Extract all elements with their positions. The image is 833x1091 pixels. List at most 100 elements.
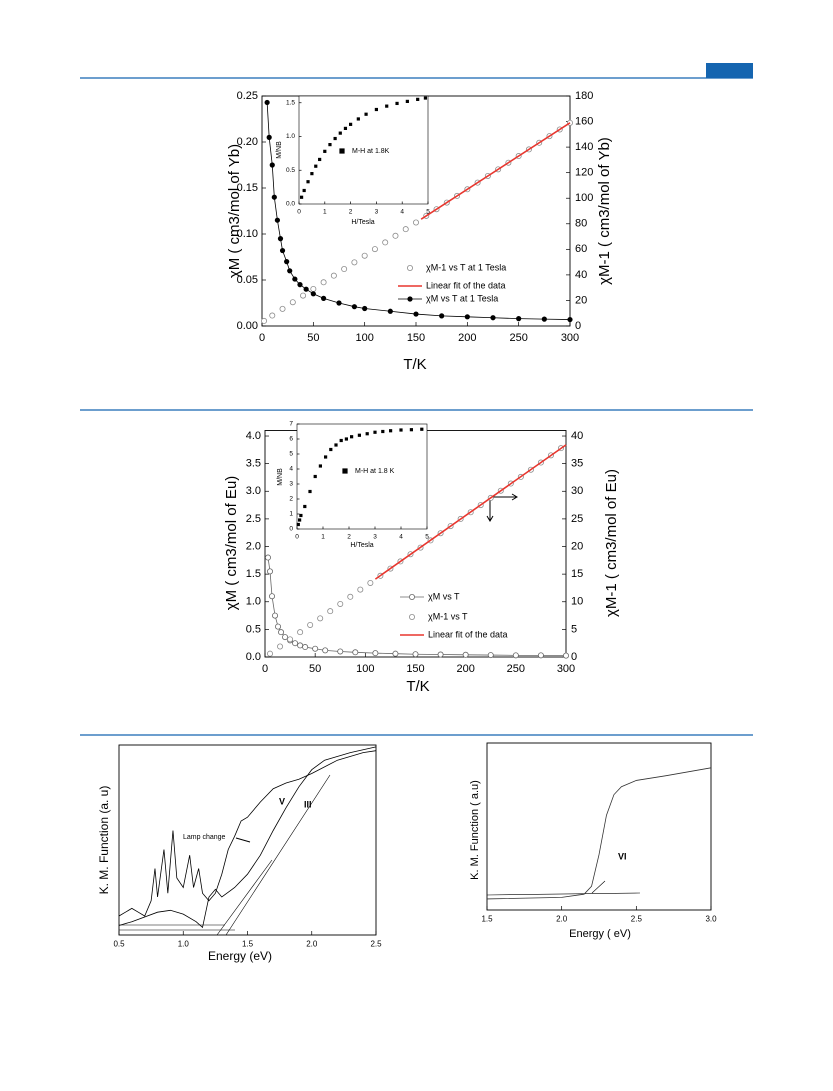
data-point (357, 433, 361, 437)
y2-tick-label: 5 (571, 623, 577, 635)
data-point (310, 172, 314, 176)
arrow (235, 837, 251, 843)
data-point (371, 246, 378, 253)
y2-tick-label: 100 (575, 192, 593, 204)
series-line (118, 746, 377, 929)
data-point (282, 634, 289, 641)
data-point (330, 272, 337, 279)
x-axis-label: T/K (403, 356, 426, 373)
y2-tick-label: 60 (575, 243, 587, 255)
data-point (300, 292, 307, 299)
plot-frame (486, 742, 712, 911)
y-tick-label: 1.5 (286, 99, 295, 106)
data-point (349, 122, 353, 126)
y-tick-label: 0.5 (286, 167, 295, 174)
x-tick-label: 3 (373, 534, 377, 541)
data-point (297, 642, 304, 649)
y-axis-label: χM ( cm3/mol of Yb) (226, 144, 243, 278)
x-tick-label: 1.0 (178, 939, 190, 948)
data-point (563, 652, 570, 659)
y-tick-label: 0.0 (246, 651, 261, 663)
legend-label: M-H at 1.8K (352, 148, 390, 155)
x-tick-label: 2.5 (370, 939, 382, 948)
data-point (314, 164, 318, 168)
data-point (303, 286, 309, 292)
data-point (312, 645, 319, 652)
data-point (279, 305, 286, 312)
data-point (462, 651, 469, 658)
y-axis-label: K. M. Function (a. u) (97, 786, 111, 895)
y-tick-label: 2.5 (246, 513, 261, 525)
x-tick-label: 2.0 (306, 939, 318, 948)
data-point (302, 188, 306, 193)
data-point (296, 522, 300, 527)
data-point (274, 217, 280, 223)
data-point (367, 579, 374, 586)
x-tick-label: 300 (557, 663, 575, 675)
x-tick-label: 0 (259, 332, 265, 344)
data-point (516, 316, 522, 322)
y-tick-label: 0.20 (237, 136, 258, 148)
data-point (266, 134, 272, 140)
data-point (310, 285, 317, 292)
y-tick-label: 5 (289, 451, 293, 458)
data-point (303, 504, 307, 509)
x-tick-label: 150 (406, 663, 424, 675)
x-tick-label: 100 (355, 332, 373, 344)
data-point (322, 647, 329, 654)
y2-tick-label: 25 (571, 513, 583, 525)
curve-label: V (279, 796, 285, 806)
data-point (269, 312, 276, 319)
data-point (269, 162, 275, 168)
data-point (334, 443, 338, 447)
y-tick-label: 3.0 (246, 485, 261, 497)
data-point (339, 438, 343, 443)
data-point (374, 107, 378, 112)
x-tick-label: 2 (347, 534, 351, 541)
data-point (306, 180, 310, 184)
data-point (351, 304, 357, 310)
y-tick-label: 1.5 (246, 568, 261, 580)
data-point (343, 126, 348, 130)
y2-tick-label: 20 (571, 540, 583, 552)
y2-tick-label: 35 (571, 458, 583, 470)
data-point (287, 268, 293, 274)
data-point (269, 593, 276, 600)
data-point (310, 291, 316, 297)
x-axis-label: H/Tesla (350, 542, 373, 549)
data-point (298, 518, 302, 522)
data-point (362, 305, 368, 312)
x-tick-label: 1 (321, 534, 325, 541)
data-point (537, 652, 544, 659)
tangent (216, 859, 273, 936)
data-point (324, 455, 328, 459)
y-tick-label: 2.0 (246, 540, 261, 552)
data-point (387, 308, 393, 314)
data-point (320, 279, 327, 286)
data-point (350, 435, 354, 439)
data-point (336, 300, 342, 306)
x-tick-label: 2.5 (631, 914, 643, 923)
data-point (264, 99, 270, 106)
data-point (385, 104, 389, 108)
data-point (382, 239, 389, 246)
series-line (118, 750, 377, 917)
data-point (464, 314, 470, 320)
data-point (395, 101, 399, 106)
data-point (399, 428, 403, 432)
x-axis-label: Energy ( eV) (569, 928, 631, 940)
y-axis-label: M/NB (277, 468, 284, 486)
data-point (261, 317, 268, 324)
x-tick-label: 1.5 (481, 914, 493, 923)
data-point (365, 432, 369, 436)
data-point (341, 266, 348, 273)
y-tick-label: 1.0 (286, 133, 295, 140)
x-tick-label: 3.0 (705, 914, 717, 923)
x-tick-label: 150 (407, 332, 425, 344)
y2-tick-label: 160 (575, 115, 593, 127)
legend-label: M-H at 1.8 K (355, 468, 395, 475)
x-tick-label: 2.0 (556, 914, 568, 923)
data-point (299, 513, 303, 518)
plot-frame (296, 423, 428, 530)
